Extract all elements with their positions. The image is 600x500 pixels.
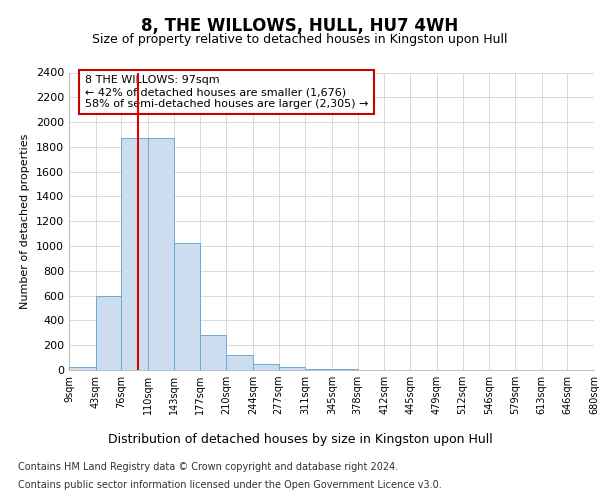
Text: Distribution of detached houses by size in Kingston upon Hull: Distribution of detached houses by size …	[107, 432, 493, 446]
Bar	[278, 367, 305, 370]
Bar	[305, 369, 332, 370]
Text: Size of property relative to detached houses in Kingston upon Hull: Size of property relative to detached ho…	[92, 32, 508, 46]
Y-axis label: Number of detached properties: Number of detached properties	[20, 134, 31, 309]
Text: 8 THE WILLOWS: 97sqm
← 42% of detached houses are smaller (1,676)
58% of semi-de: 8 THE WILLOWS: 97sqm ← 42% of detached h…	[85, 76, 368, 108]
Bar	[121, 138, 148, 370]
Bar	[148, 138, 174, 370]
Bar	[95, 296, 121, 370]
Bar	[226, 355, 253, 370]
Bar	[200, 334, 226, 370]
Text: Contains public sector information licensed under the Open Government Licence v3: Contains public sector information licen…	[18, 480, 442, 490]
Bar	[174, 243, 200, 370]
Bar	[253, 364, 278, 370]
Text: 8, THE WILLOWS, HULL, HU7 4WH: 8, THE WILLOWS, HULL, HU7 4WH	[142, 18, 458, 36]
Bar	[69, 367, 95, 370]
Text: Contains HM Land Registry data © Crown copyright and database right 2024.: Contains HM Land Registry data © Crown c…	[18, 462, 398, 472]
